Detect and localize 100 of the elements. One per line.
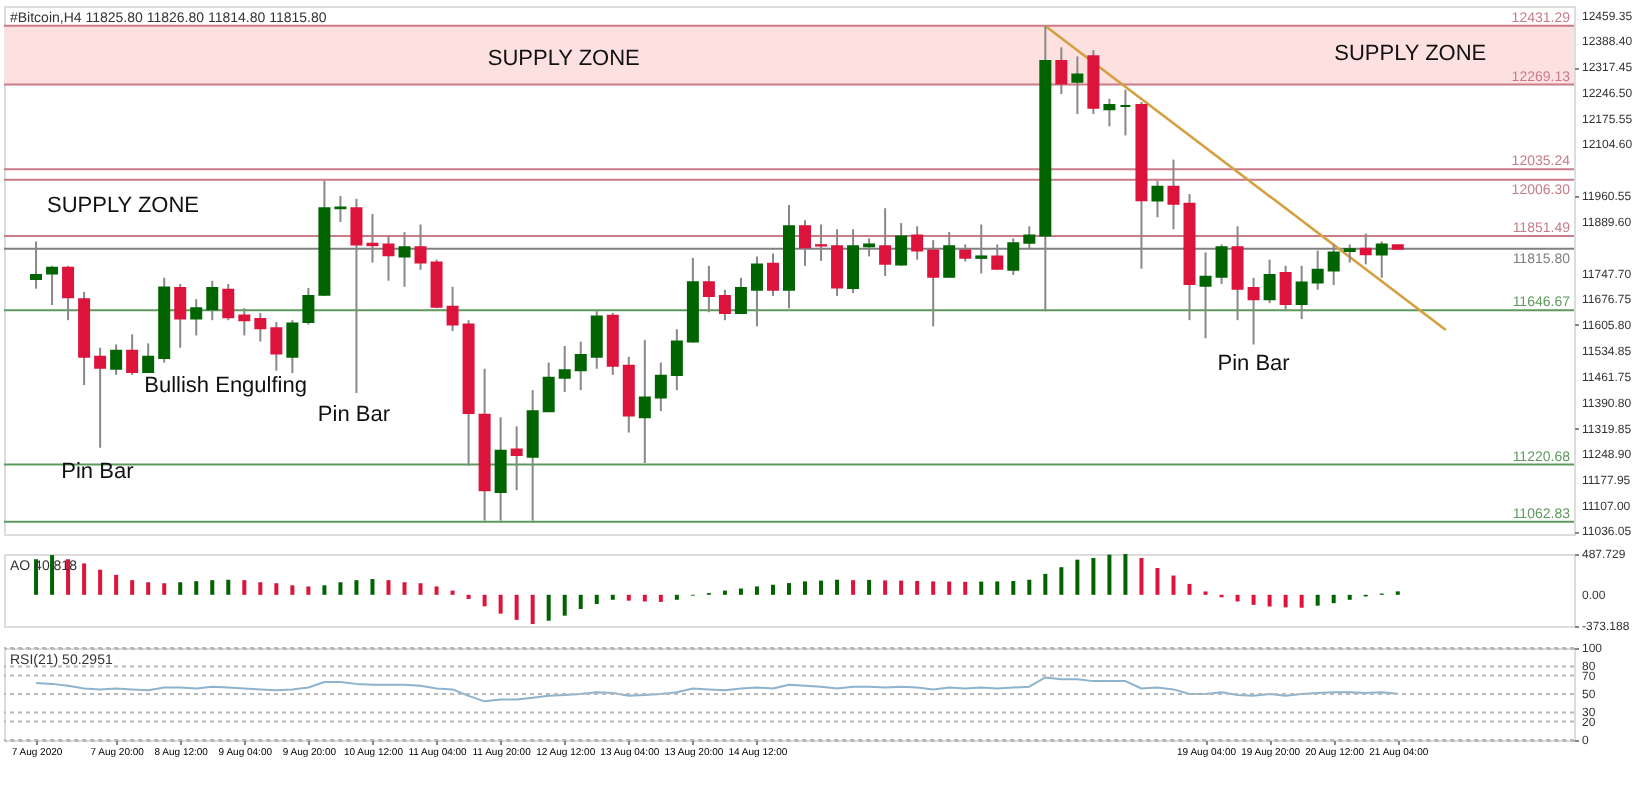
bar (754, 586, 759, 595)
bar (963, 581, 968, 595)
bar (130, 580, 135, 595)
bar (835, 579, 840, 595)
bar (995, 581, 1000, 595)
bar (1171, 575, 1176, 595)
candlestick (670, 328, 683, 392)
bar (931, 581, 936, 595)
bar (1059, 567, 1064, 595)
bar (82, 563, 87, 595)
bar (146, 582, 151, 595)
bar (354, 580, 359, 595)
candlestick (526, 389, 539, 522)
candlestick (638, 339, 651, 464)
candlestick (542, 361, 555, 413)
bar (178, 582, 183, 595)
candlestick (174, 282, 187, 349)
bar (498, 594, 503, 614)
bar (787, 583, 791, 595)
bar (1187, 583, 1192, 595)
bar (98, 569, 103, 595)
candlestick (510, 425, 523, 492)
bar (1347, 594, 1352, 600)
candlestick (334, 194, 347, 223)
candlestick (1119, 88, 1132, 137)
candlestick (238, 307, 251, 337)
bar (514, 594, 519, 620)
candlestick (574, 340, 587, 392)
candlestick (1247, 276, 1260, 346)
candlestick (270, 321, 283, 372)
bar (562, 594, 567, 616)
bar (1155, 568, 1160, 595)
candlestick (142, 342, 155, 374)
bar (867, 579, 872, 595)
candlestick (1279, 264, 1292, 313)
bar (1283, 594, 1288, 608)
bar (386, 580, 391, 595)
candlestick (206, 279, 219, 322)
bar (1331, 594, 1336, 604)
bar (434, 586, 439, 595)
candlestick (430, 258, 443, 310)
bar (1139, 557, 1144, 595)
bar (979, 581, 984, 595)
bar (803, 581, 808, 595)
bar (210, 580, 215, 595)
bar (194, 581, 199, 595)
bar (242, 580, 247, 595)
bar (899, 580, 904, 595)
candlestick (766, 252, 779, 297)
candlestick (254, 311, 267, 343)
bar (738, 588, 743, 595)
candlestick (94, 346, 107, 449)
bar (546, 594, 551, 621)
bar (578, 594, 583, 610)
bar (274, 583, 279, 595)
bar (114, 574, 119, 595)
bar (915, 580, 920, 595)
annotation: SUPPLY ZONE (1334, 41, 1487, 66)
bar (370, 579, 375, 595)
candlestick (446, 285, 459, 333)
bar (1123, 554, 1128, 595)
bar (226, 579, 231, 595)
candlestick (1167, 158, 1180, 231)
line-series (35, 676, 1399, 703)
bar (594, 594, 599, 604)
bar (290, 585, 295, 595)
annotation: Pin Bar (317, 402, 391, 427)
candlestick (1263, 258, 1276, 305)
bar (851, 580, 856, 595)
candlestick (110, 343, 123, 376)
annotation: Pin Bar (1217, 352, 1291, 377)
bar (482, 594, 487, 607)
bar (338, 582, 343, 595)
candlestick (702, 264, 715, 314)
candlestick (62, 264, 75, 322)
bar (1267, 594, 1272, 607)
candlestick (1151, 179, 1164, 219)
bar (162, 583, 167, 595)
bar (947, 581, 952, 595)
bar (819, 580, 824, 595)
bar (1043, 573, 1048, 595)
candlestick (222, 282, 235, 322)
bar (530, 594, 535, 625)
bar (402, 582, 407, 595)
candlestick (302, 286, 315, 326)
annotation: SUPPLY ZONE (47, 193, 200, 218)
candlestick (494, 416, 507, 522)
candlestick (286, 319, 299, 375)
annotation: Pin Bar (61, 459, 135, 484)
bar (1027, 579, 1032, 595)
bar (258, 582, 263, 595)
bar (1107, 554, 1112, 595)
candlestick (590, 310, 603, 370)
annotation: Bullish Engulfing (144, 373, 307, 398)
candlestick (734, 276, 747, 316)
bar (1075, 559, 1080, 595)
bar (1011, 580, 1016, 595)
candlestick (718, 288, 731, 322)
annotation: SUPPLY ZONE (487, 47, 640, 72)
bar (418, 583, 423, 595)
